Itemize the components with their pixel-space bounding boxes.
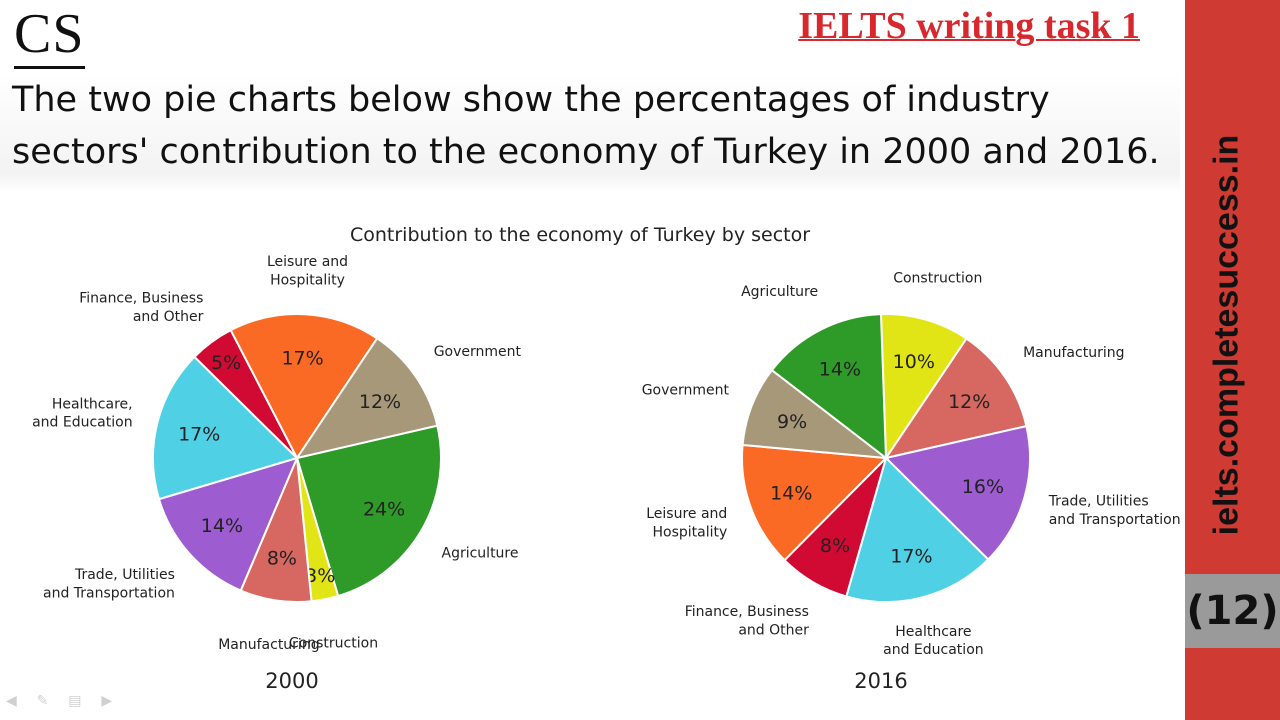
pie-slice	[879, 313, 968, 462]
pie-slice	[741, 368, 890, 460]
pie-chart-2016: 10% Construction 12% Manufacturing 16% Trade,…	[642, 270, 1180, 693]
pie-slice	[845, 456, 990, 603]
slice-category-label: Healthcare and Education	[883, 624, 984, 658]
chart-title: Contribution to the economy of Turkey by…	[349, 224, 811, 246]
slice-category-label: Manufacturing	[218, 637, 319, 653]
pie-charts: 24% Agriculture 3% Construction 8% Manufactur…	[32, 254, 1180, 693]
slice-category-label: Construction	[289, 635, 378, 651]
pie-slice	[883, 337, 1028, 460]
slice-percent-label: 17%	[890, 546, 932, 568]
slice-percent-label: 14%	[770, 483, 812, 505]
heading-band	[0, 72, 1180, 192]
slice-category-label: Construction	[893, 270, 982, 286]
sidebar-url-box: ielts.completesuccess.in	[1197, 120, 1257, 550]
pie-slice	[741, 443, 889, 562]
slice-category-label: Trade, Utilities and Transportation	[43, 567, 175, 601]
slice-percent-label: 14%	[201, 515, 243, 537]
page-number: (12)	[1185, 574, 1280, 648]
slice-percent-label: 17%	[178, 424, 220, 446]
slice-category-label: Finance, Business and Other	[79, 291, 203, 325]
slice-percent-label: 10%	[893, 351, 935, 373]
question-text: The two pie charts below show the percen…	[12, 80, 1160, 172]
slice-category-label: Healthcare, and Education	[32, 396, 133, 430]
slice-percent-label: 24%	[363, 499, 405, 521]
slice-category-label: Agriculture	[442, 546, 519, 562]
pie-slice	[152, 355, 299, 501]
cs-logo: CS	[14, 2, 85, 69]
slice-category-label: Government	[434, 344, 522, 360]
slice-percent-label: 8%	[267, 548, 297, 570]
slice-percent-label: 8%	[820, 535, 850, 557]
website-url: ielts.completesuccess.in	[1207, 134, 1246, 536]
slice-percent-label: 16%	[962, 476, 1004, 498]
pie-slice	[884, 424, 1031, 561]
task-title: IELTS writing task 1	[798, 5, 1140, 47]
pie-slice	[295, 424, 442, 598]
pie-slice	[294, 336, 439, 460]
slide-nav-controls[interactable]: ◀ ✎ ▤ ▶	[6, 692, 121, 708]
slice-category-label: Leisure and Hospitality	[646, 506, 727, 540]
slice-percent-label: 12%	[948, 391, 990, 413]
slice-percent-label: 12%	[359, 391, 401, 413]
slice-percent-label: 3%	[305, 565, 335, 587]
slice-percent-label: 14%	[819, 358, 861, 380]
chart-year-caption: 2016	[854, 669, 907, 693]
pie-slice	[157, 456, 299, 592]
chart-year-caption: 2000	[265, 669, 318, 693]
pie-chart-2000: 24% Agriculture 3% Construction 8% Manufactur…	[32, 254, 521, 693]
slice-percent-label: 5%	[211, 352, 241, 374]
pie-slice	[770, 313, 888, 461]
slice-category-label: Government	[642, 382, 730, 398]
slice-category-label: Leisure and Hospitality	[267, 254, 348, 288]
slice-category-label: Manufacturing	[1023, 345, 1124, 361]
slice-percent-label: 9%	[777, 411, 807, 433]
slice-category-label: Finance, Business and Other	[685, 604, 809, 638]
slice-percent-label: 17%	[281, 347, 323, 369]
slice-category-label: Trade, Utilities and Transportation	[1048, 494, 1180, 528]
slice-category-label: Agriculture	[741, 284, 818, 300]
pie-slice	[229, 313, 379, 460]
